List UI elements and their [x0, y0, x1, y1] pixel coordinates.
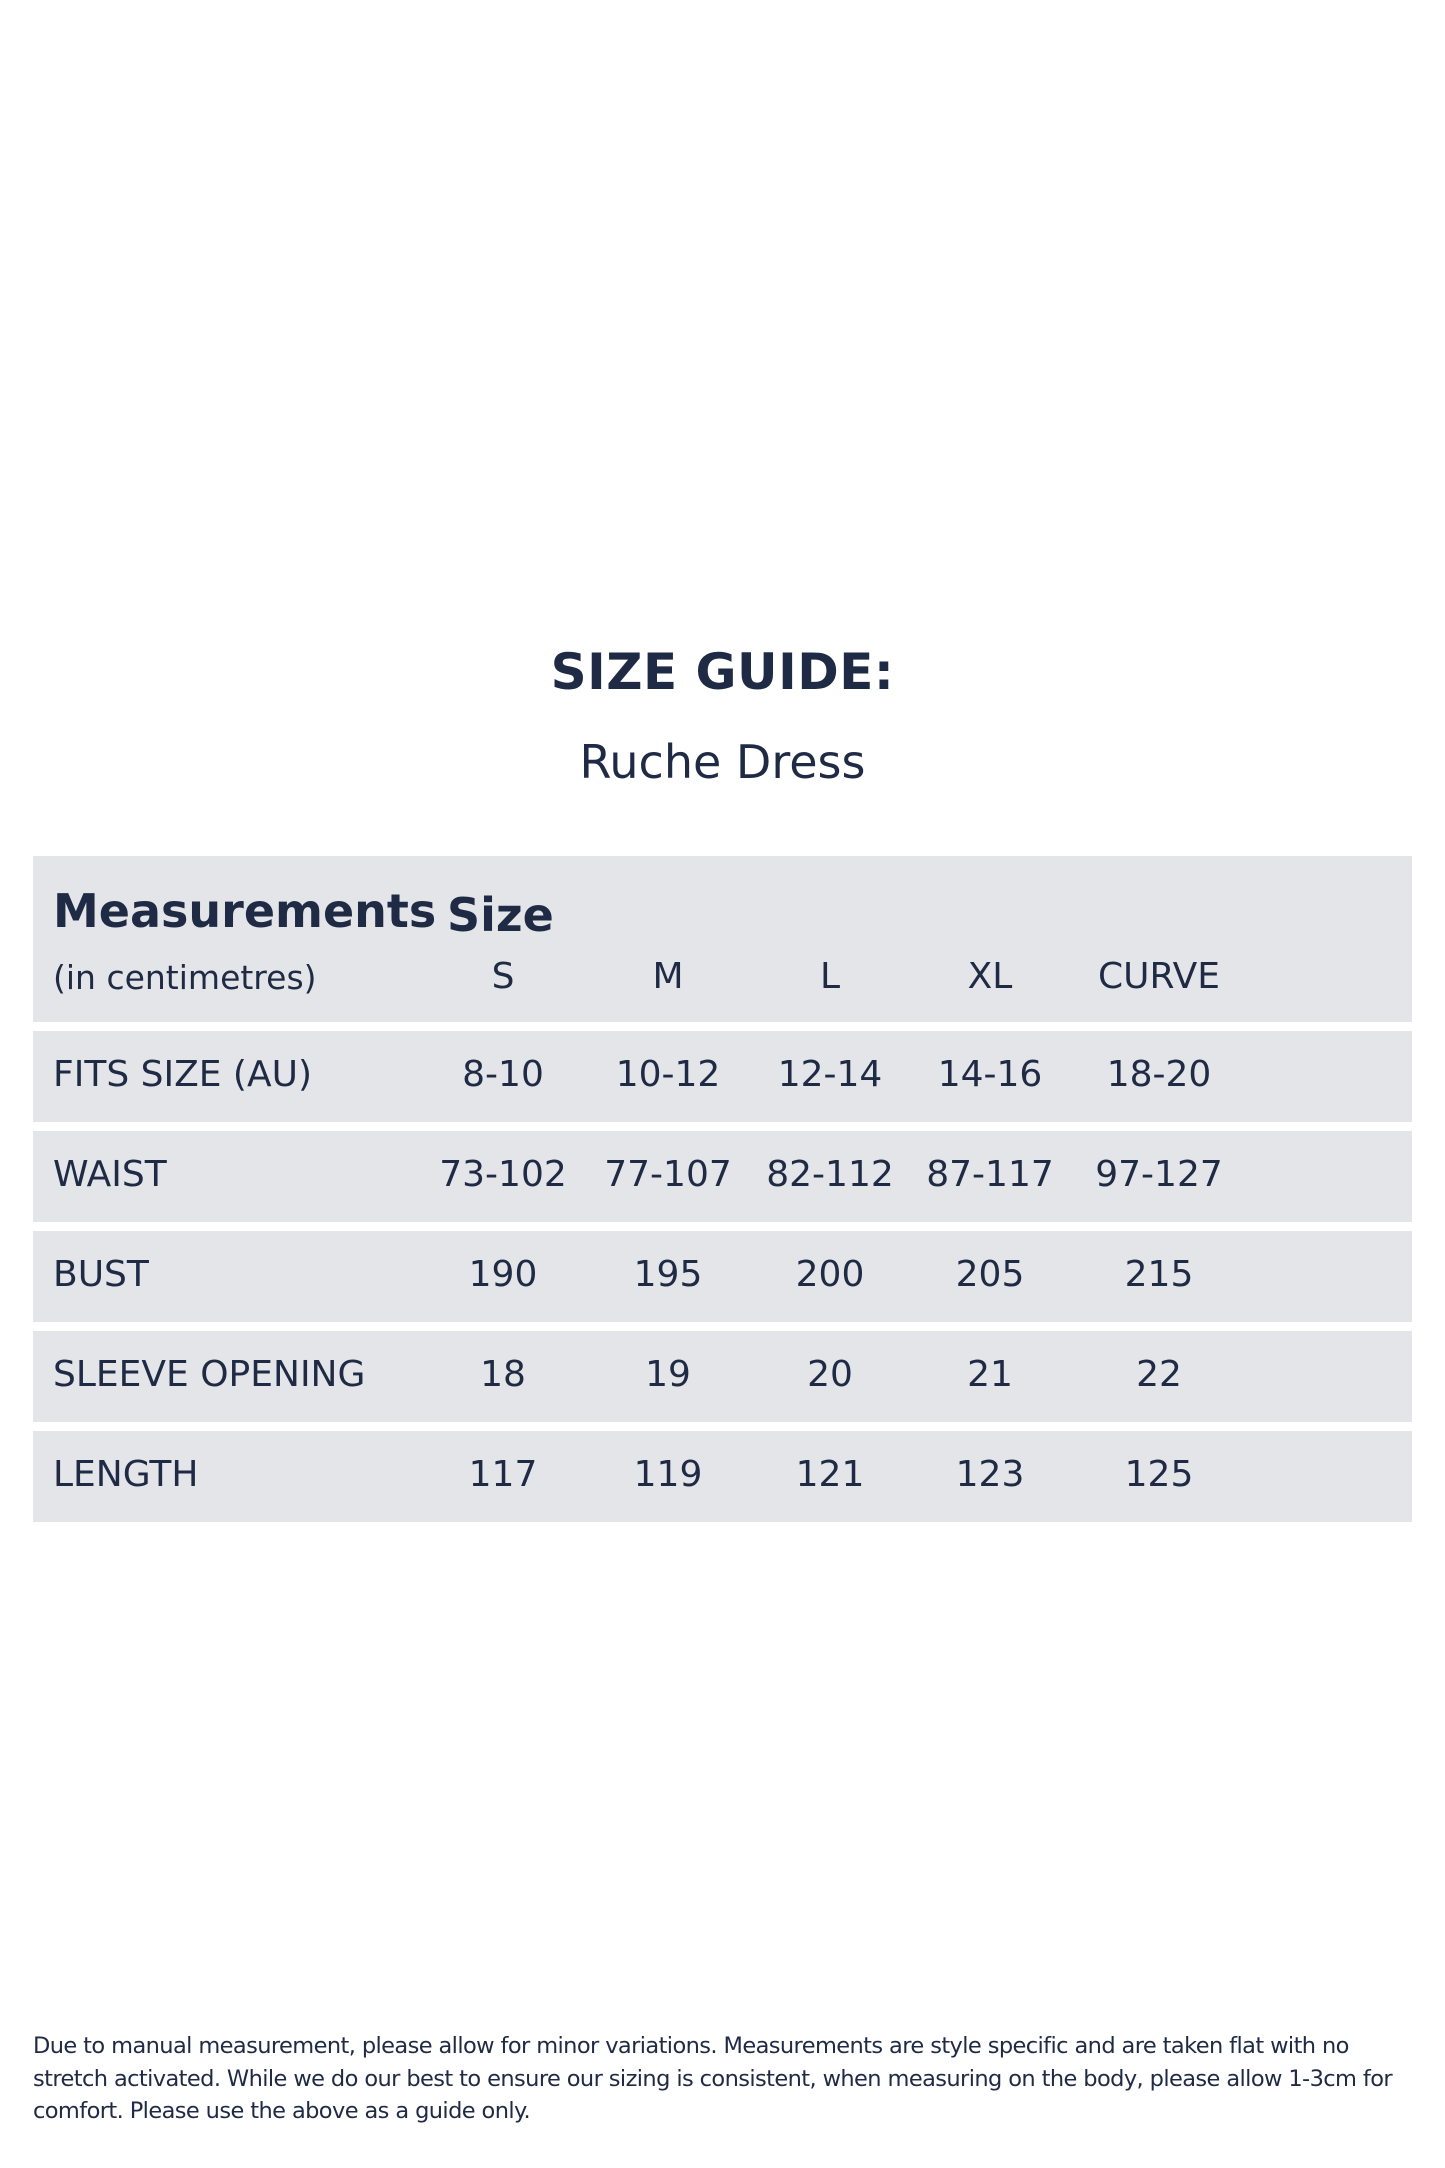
- table-cell: 119: [633, 1454, 703, 1495]
- table-cell: 19: [645, 1354, 691, 1395]
- table-cell: 125: [1124, 1454, 1194, 1495]
- table-cell: 18-20: [1106, 1054, 1212, 1095]
- product-name: Ruche Dress: [579, 735, 866, 789]
- table-cell: 123: [955, 1454, 1025, 1495]
- table-cell: 205: [955, 1254, 1025, 1295]
- table-cell: 73-102: [439, 1154, 567, 1195]
- table-cell: 195: [633, 1254, 703, 1295]
- footnote: Due to manual measurement, please allow …: [33, 2033, 1393, 2124]
- row-label: WAIST: [53, 1154, 167, 1195]
- size-column-header: L: [819, 956, 841, 997]
- table-row: FITS SIZE (AU) 8-10 10-12 12-14 14-16 18-20: [33, 1031, 1412, 1122]
- table-cell: 20: [807, 1354, 853, 1395]
- table-cell: 121: [795, 1454, 865, 1495]
- table-row: SLEEVE OPENING 18 19 20 21 22: [33, 1331, 1412, 1422]
- table-cell: 77-107: [604, 1154, 732, 1195]
- table-cell: 87-117: [926, 1154, 1054, 1195]
- table-cell: 190: [468, 1254, 538, 1295]
- measurements-heading: Measurements: [53, 884, 437, 938]
- table-row: BUST 190 195 200 205 215: [33, 1231, 1412, 1322]
- table-cell: 97-127: [1095, 1154, 1223, 1195]
- size-heading: Size: [447, 888, 554, 942]
- table-cell: 215: [1124, 1254, 1194, 1295]
- size-column-header: S: [491, 956, 515, 997]
- table-cell: 21: [967, 1354, 1013, 1395]
- row-label: BUST: [53, 1254, 149, 1295]
- table-cell: 117: [468, 1454, 538, 1495]
- table-cell: 10-12: [615, 1054, 721, 1095]
- row-label: SLEEVE OPENING: [53, 1354, 366, 1395]
- table-cell: 18: [480, 1354, 526, 1395]
- size-column-header: XL: [967, 956, 1013, 997]
- row-label: FITS SIZE (AU): [53, 1054, 312, 1095]
- size-column-header: CURVE: [1098, 956, 1220, 997]
- table-cell: 8-10: [462, 1054, 544, 1095]
- table-cell: 12-14: [777, 1054, 883, 1095]
- table-row: LENGTH 117 119 121 123 125: [33, 1431, 1412, 1522]
- row-label: LENGTH: [53, 1454, 199, 1495]
- table-cell: 22: [1136, 1354, 1182, 1395]
- page-title: SIZE GUIDE:: [550, 643, 895, 701]
- size-table: Measurements Size (in centimetres) S M L XL…: [33, 856, 1412, 1522]
- table-cell: 14-16: [937, 1054, 1043, 1095]
- units-label: (in centimetres): [53, 958, 317, 997]
- table-header: Measurements Size (in centimetres) S M L XL…: [33, 856, 1412, 1022]
- size-column-header: M: [652, 956, 684, 997]
- table-cell: 200: [795, 1254, 865, 1295]
- table-cell: 82-112: [766, 1154, 894, 1195]
- table-row: WAIST 73-102 77-107 82-112 87-117 97-127: [33, 1131, 1412, 1222]
